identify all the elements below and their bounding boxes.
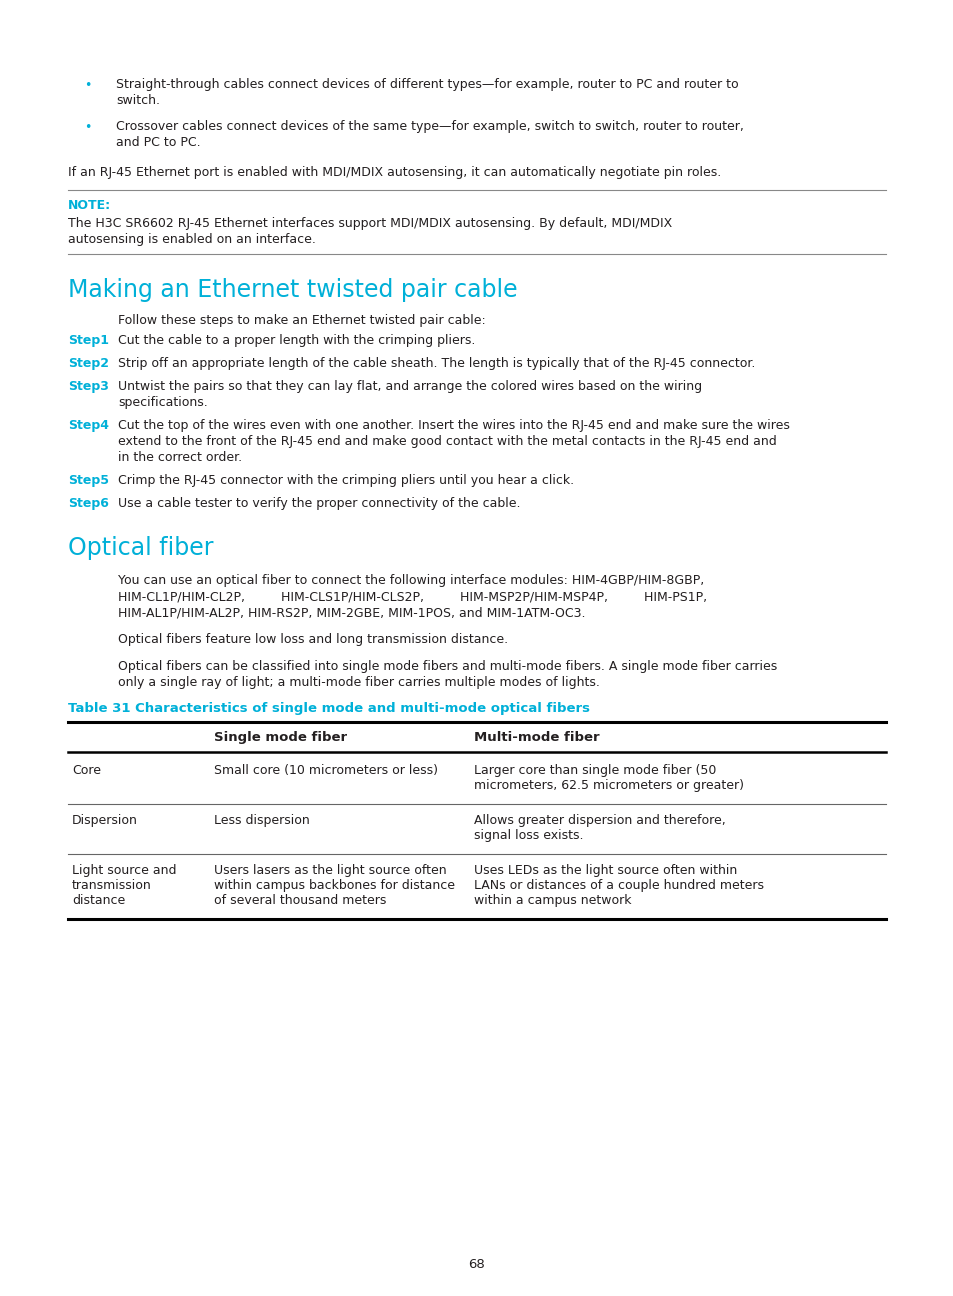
Text: Small core (10 micrometers or less): Small core (10 micrometers or less)	[213, 765, 437, 778]
Text: extend to the front of the RJ-45 end and make good contact with the metal contac: extend to the front of the RJ-45 end and…	[118, 435, 776, 448]
Text: Step1: Step1	[68, 334, 109, 347]
Text: signal loss exists.: signal loss exists.	[474, 829, 583, 842]
Text: The H3C SR6602 RJ-45 Ethernet interfaces support MDI/MDIX autosensing. By defaul: The H3C SR6602 RJ-45 Ethernet interfaces…	[68, 216, 672, 229]
Text: Dispersion: Dispersion	[71, 814, 138, 827]
Text: Users lasers as the light source often: Users lasers as the light source often	[213, 864, 446, 877]
Text: Less dispersion: Less dispersion	[213, 814, 310, 827]
Text: •: •	[84, 121, 91, 133]
Text: Crimp the RJ-45 connector with the crimping pliers until you hear a click.: Crimp the RJ-45 connector with the crimp…	[118, 474, 574, 487]
Text: If an RJ-45 Ethernet port is enabled with MDI/MDIX autosensing, it can automatic: If an RJ-45 Ethernet port is enabled wit…	[68, 166, 720, 179]
Text: Step5: Step5	[68, 474, 109, 487]
Text: NOTE:: NOTE:	[68, 200, 111, 213]
Text: Single mode fiber: Single mode fiber	[213, 731, 347, 744]
Text: Light source and: Light source and	[71, 864, 176, 877]
Text: HIM-AL1P/HIM-AL2P, HIM-RS2P, MIM-2GBE, MIM-1POS, and MIM-1ATM-OC3.: HIM-AL1P/HIM-AL2P, HIM-RS2P, MIM-2GBE, M…	[118, 607, 585, 619]
Text: autosensing is enabled on an interface.: autosensing is enabled on an interface.	[68, 233, 315, 246]
Text: Cut the cable to a proper length with the crimping pliers.: Cut the cable to a proper length with th…	[118, 334, 475, 347]
Text: in the correct order.: in the correct order.	[118, 451, 242, 464]
Text: within a campus network: within a campus network	[474, 894, 631, 907]
Text: 68: 68	[468, 1258, 485, 1271]
Text: micrometers, 62.5 micrometers or greater): micrometers, 62.5 micrometers or greater…	[474, 779, 743, 792]
Text: Step3: Step3	[68, 380, 109, 393]
Text: Core: Core	[71, 765, 101, 778]
Text: Step6: Step6	[68, 496, 109, 511]
Text: switch.: switch.	[116, 95, 160, 108]
Text: Step4: Step4	[68, 419, 109, 432]
Text: Cut the top of the wires even with one another. Insert the wires into the RJ-45 : Cut the top of the wires even with one a…	[118, 419, 789, 432]
Text: HIM-CL1P/HIM-CL2P,         HIM-CLS1P/HIM-CLS2P,         HIM-MSP2P/HIM-MSP4P,    : HIM-CL1P/HIM-CL2P, HIM-CLS1P/HIM-CLS2P, …	[118, 590, 706, 603]
Text: Optical fibers feature low loss and long transmission distance.: Optical fibers feature low loss and long…	[118, 632, 508, 645]
Text: and PC to PC.: and PC to PC.	[116, 136, 200, 149]
Text: Straight-through cables connect devices of different types—for example, router t: Straight-through cables connect devices …	[116, 78, 738, 91]
Text: Untwist the pairs so that they can lay flat, and arrange the colored wires based: Untwist the pairs so that they can lay f…	[118, 380, 701, 393]
Text: of several thousand meters: of several thousand meters	[213, 894, 386, 907]
Text: Making an Ethernet twisted pair cable: Making an Ethernet twisted pair cable	[68, 279, 517, 302]
Text: Table 31 Characteristics of single mode and multi-mode optical fibers: Table 31 Characteristics of single mode …	[68, 702, 589, 715]
Text: Use a cable tester to verify the proper connectivity of the cable.: Use a cable tester to verify the proper …	[118, 496, 520, 511]
Text: distance: distance	[71, 894, 125, 907]
Text: Optical fiber: Optical fiber	[68, 537, 213, 560]
Text: •: •	[84, 79, 91, 92]
Text: Uses LEDs as the light source often within: Uses LEDs as the light source often with…	[474, 864, 737, 877]
Text: Multi-mode fiber: Multi-mode fiber	[474, 731, 599, 744]
Text: only a single ray of light; a multi-mode fiber carries multiple modes of lights.: only a single ray of light; a multi-mode…	[118, 677, 599, 689]
Text: specifications.: specifications.	[118, 397, 208, 410]
Text: Larger core than single mode fiber (50: Larger core than single mode fiber (50	[474, 765, 716, 778]
Text: within campus backbones for distance: within campus backbones for distance	[213, 879, 455, 892]
Text: Allows greater dispersion and therefore,: Allows greater dispersion and therefore,	[474, 814, 725, 827]
Text: LANs or distances of a couple hundred meters: LANs or distances of a couple hundred me…	[474, 879, 763, 892]
Text: Optical fibers can be classified into single mode fibers and multi-mode fibers. : Optical fibers can be classified into si…	[118, 660, 777, 673]
Text: Crossover cables connect devices of the same type—for example, switch to switch,: Crossover cables connect devices of the …	[116, 121, 743, 133]
Text: transmission: transmission	[71, 879, 152, 892]
Text: Step2: Step2	[68, 356, 109, 369]
Text: Follow these steps to make an Ethernet twisted pair cable:: Follow these steps to make an Ethernet t…	[118, 314, 485, 327]
Text: Strip off an appropriate length of the cable sheath. The length is typically tha: Strip off an appropriate length of the c…	[118, 356, 755, 369]
Text: You can use an optical fiber to connect the following interface modules: HIM-4GB: You can use an optical fiber to connect …	[118, 574, 703, 587]
